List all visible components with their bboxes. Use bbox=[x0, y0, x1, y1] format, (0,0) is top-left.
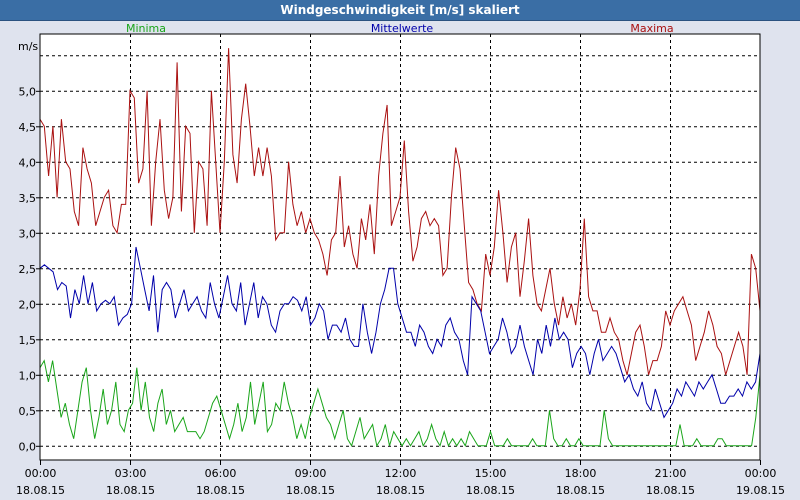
legend-entry-minima: Minima bbox=[126, 22, 166, 35]
chart-svg: 0,0 0,5 1,0 1,5 2,0 2,5 3,0 3,5 4,0 4,5 5,0 00:00 1… bbox=[16, 22, 785, 497]
y-tick-label: 0,5 bbox=[19, 405, 37, 418]
x-tick-label-date: 18.08.15 bbox=[376, 484, 425, 497]
y-tick-label: 3,0 bbox=[19, 227, 37, 240]
y-axis-label: m/s bbox=[18, 40, 38, 53]
x-tick-label-date: 18.08.15 bbox=[106, 484, 155, 497]
x-tick-label-date: 18.08.15 bbox=[556, 484, 605, 497]
x-tick-label-time: 00:00 bbox=[745, 467, 777, 480]
window-title: Windgeschwindigkeit [m/s] skaliert bbox=[0, 0, 800, 21]
series-line-minima bbox=[39, 359, 761, 448]
series-layer bbox=[39, 48, 761, 448]
x-tick-label-time: 03:00 bbox=[115, 467, 147, 480]
x-tick-label-time: 09:00 bbox=[295, 467, 327, 480]
y-tick-label: 1,5 bbox=[19, 334, 37, 347]
x-tick-label-date: 18.08.15 bbox=[466, 484, 515, 497]
legend: Maxima Mittelwerte Minima bbox=[126, 22, 674, 35]
x-tick-label-date: 18.08.15 bbox=[646, 484, 695, 497]
x-axis: 00:00 18.08.15 03:00 18.08.15 06:00 18.08.15 0… bbox=[16, 460, 785, 497]
y-tick-label: 2,5 bbox=[19, 263, 37, 276]
x-tick-label-date: 18.08.15 bbox=[196, 484, 245, 497]
x-tick-label-time: 21:00 bbox=[655, 467, 687, 480]
x-tick-label-time: 18:00 bbox=[565, 467, 597, 480]
y-tick-label: 4,5 bbox=[19, 121, 37, 134]
y-tick-label: 2,0 bbox=[19, 298, 37, 311]
x-tick-label-date: 18.08.15 bbox=[16, 484, 65, 497]
y-tick-label: 5,0 bbox=[19, 85, 37, 98]
y-tick-label: 0,0 bbox=[19, 440, 37, 453]
legend-entry-mittelwerte: Mittelwerte bbox=[371, 22, 434, 35]
x-tick-label-time: 15:00 bbox=[475, 467, 507, 480]
y-tick-label: 3,5 bbox=[19, 192, 37, 205]
x-tick-label-date: 19.08.15 bbox=[736, 484, 785, 497]
x-tick-label-time: 00:00 bbox=[25, 467, 57, 480]
series-line-maxima bbox=[39, 48, 761, 375]
legend-entry-maxima: Maxima bbox=[630, 22, 673, 35]
x-tick-label-time: 06:00 bbox=[205, 467, 237, 480]
x-tick-label-time: 12:00 bbox=[385, 467, 417, 480]
series-line-mittelwerte bbox=[39, 246, 761, 419]
y-tick-label: 4,0 bbox=[19, 156, 37, 169]
y-axis: 0,0 0,5 1,0 1,5 2,0 2,5 3,0 3,5 4,0 4,5 5,0 bbox=[19, 85, 40, 453]
x-tick-label-date: 18.08.15 bbox=[286, 484, 335, 497]
y-tick-label: 1,0 bbox=[19, 369, 37, 382]
grid bbox=[40, 34, 760, 460]
